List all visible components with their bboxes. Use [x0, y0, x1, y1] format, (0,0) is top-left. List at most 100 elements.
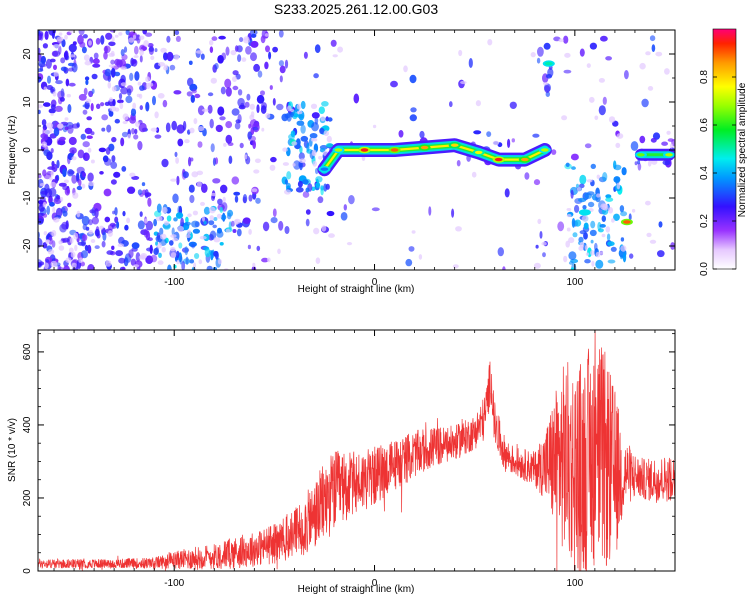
heatmap-cell [175, 157, 180, 164]
heatmap-cell [213, 217, 218, 221]
heatmap-cell [104, 216, 111, 223]
heatmap-cell [216, 230, 224, 238]
heatmap-cell [570, 189, 574, 199]
heatmap-cell [557, 221, 565, 232]
ridge-point [334, 148, 343, 152]
heatmap-cell [212, 157, 216, 166]
heatmap-cell [88, 40, 92, 46]
heatmap-cell [585, 252, 590, 256]
heatmap-cell [60, 57, 66, 64]
heatmap-cell [200, 53, 205, 60]
heatmap-cell [66, 93, 72, 98]
heatmap-cell [264, 61, 269, 70]
heatmap-cell [209, 215, 214, 221]
heatmap-cell [305, 218, 310, 227]
heatmap-cell [613, 176, 621, 183]
heatmap-cell [111, 224, 117, 229]
heatmap-cell [166, 51, 174, 62]
heatmap-cell [91, 216, 99, 225]
heatmap-cell [42, 201, 47, 208]
heatmap-cell [110, 179, 117, 185]
heatmap-cell [598, 105, 606, 116]
heatmap-cell [305, 209, 311, 215]
heatmap-cell [145, 76, 151, 83]
heatmap-cell [68, 43, 77, 53]
heatmap-cell [46, 85, 53, 90]
heatmap-cell [241, 57, 247, 62]
heatmap-cell [634, 161, 638, 166]
heatmap-cell [105, 147, 111, 155]
heatmap-cell [47, 249, 55, 255]
heatmap-cell [256, 94, 265, 104]
heatmap-cell [607, 259, 616, 264]
heatmap-cell [574, 219, 582, 227]
heatmap-cell [256, 245, 261, 252]
heatmap-cell [227, 209, 234, 217]
heatmap-cell [568, 237, 575, 244]
heatmap-cell [581, 215, 589, 222]
heatmap-cell [372, 124, 377, 129]
heatmap-cell [81, 234, 88, 242]
heatmap-cell [611, 218, 615, 223]
heatmap-cell [253, 63, 260, 72]
y-tick-label: -10 [22, 190, 33, 205]
heatmap-cell [209, 230, 217, 240]
heatmap-cell [225, 121, 233, 129]
heatmap-cell [608, 116, 616, 123]
heatmap-cell [568, 261, 574, 265]
heatmap-cell [105, 260, 112, 267]
heatmap-cell [111, 245, 115, 250]
heatmap-cell [166, 35, 171, 43]
heatmap-cell [628, 213, 632, 221]
heatmap-cell [48, 187, 57, 197]
heatmap-cell [237, 89, 243, 96]
heatmap-cell [160, 233, 167, 240]
heatmap-cell [114, 71, 121, 77]
heatmap-cell [595, 251, 601, 258]
heatmap-cell [578, 197, 587, 203]
heatmap-cell [629, 253, 634, 259]
heatmap-cell [558, 38, 564, 43]
heatmap-cell [110, 68, 116, 78]
heatmap-cell [114, 118, 121, 124]
heatmap-cell [568, 251, 577, 261]
heatmap-cell [452, 264, 459, 269]
heatmap-cell [110, 59, 115, 65]
heatmap-cell [223, 142, 227, 147]
heatmap-cell [242, 194, 248, 204]
heatmap-cell [42, 242, 48, 249]
heatmap-cell [571, 166, 576, 170]
heatmap-cell [38, 47, 41, 55]
heatmap-cell [87, 264, 95, 270]
heatmap-cell [590, 250, 595, 256]
heatmap-cell [318, 106, 325, 114]
heatmap-cell [311, 122, 319, 132]
heatmap-cell [235, 119, 241, 124]
heatmap-cell [217, 198, 223, 205]
heatmap-cell [52, 91, 57, 97]
heatmap-cell [669, 143, 674, 149]
heatmap-cell [46, 122, 54, 129]
heatmap-cell [104, 68, 112, 77]
heatmap-cell [212, 178, 221, 184]
heatmap-cell [174, 54, 180, 61]
heatmap-cell [213, 250, 219, 257]
heatmap-cell [664, 68, 670, 75]
heatmap-cell [192, 228, 200, 234]
heatmap-cell [245, 46, 252, 55]
heatmap-cell [302, 179, 309, 185]
heatmap-cell [583, 222, 589, 230]
heatmap-cell [115, 250, 123, 257]
heatmap-cell [251, 266, 257, 270]
heatmap-cell [170, 252, 177, 259]
heatmap-cell [203, 206, 211, 215]
y-tick-label: 0 [22, 568, 33, 574]
heatmap-cell [38, 104, 44, 109]
heatmap-cell [231, 108, 240, 116]
heatmap-cell [90, 159, 95, 164]
ridge-point [474, 150, 483, 155]
heatmap-cell [234, 219, 239, 226]
heatmap-cell [269, 164, 276, 171]
heatmap-cell [248, 228, 252, 235]
heatmap-cell [326, 135, 332, 143]
